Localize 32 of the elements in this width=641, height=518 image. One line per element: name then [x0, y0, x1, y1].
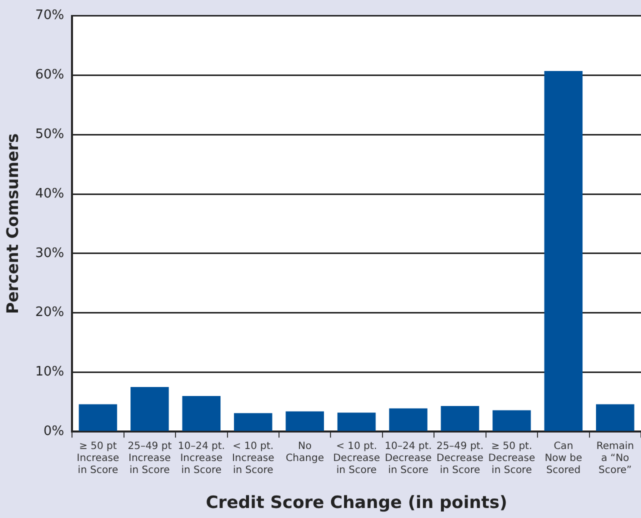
y-tick-label: 50% [35, 126, 64, 142]
x-tick-label: 25–49 pt Increase in Score [128, 441, 172, 476]
y-tick-label: 60% [35, 68, 64, 83]
bar [440, 406, 480, 431]
x-tick-label: No Change [286, 441, 324, 464]
x-tick-label: < 10 pt. Decrease in Score [333, 441, 380, 476]
x-axis-title: Credit Score Change (in points) [206, 493, 508, 514]
x-tick-label: 10–24 pt. Decrease in Score [384, 441, 432, 476]
y-tick-label: 70% [35, 8, 64, 24]
x-tick-label: 10–24 pt. Increase in Score [178, 441, 225, 476]
bar [286, 411, 324, 431]
y-tick-label: 20% [35, 305, 64, 320]
y-tick-label: 0% [43, 424, 64, 439]
bar [182, 396, 221, 431]
x-tick-label: Remain a “No Score” [596, 441, 634, 476]
bar [234, 413, 272, 431]
bar [337, 412, 376, 431]
y-axis-title: Percent Comsumers [2, 133, 22, 314]
y-tick-label: 10% [35, 364, 64, 380]
y-tick-label: 30% [35, 246, 64, 261]
bar [389, 408, 428, 431]
x-tick-label: < 10 pt. Increase in Score [232, 441, 274, 476]
y-tick-label: 40% [35, 186, 64, 202]
x-tick-label: ≥ 50 pt Increase in Score [76, 441, 120, 476]
bar [596, 404, 634, 431]
bar [130, 387, 169, 431]
x-tick-label: ≥ 50 pt. Decrease in Score [488, 441, 536, 476]
bar [544, 71, 583, 431]
x-tick-label: Can Now be Scored [544, 441, 582, 476]
x-tick-label: 25–49 pt. Decrease in Score [436, 441, 484, 476]
bar [492, 410, 531, 431]
bar [78, 404, 118, 431]
